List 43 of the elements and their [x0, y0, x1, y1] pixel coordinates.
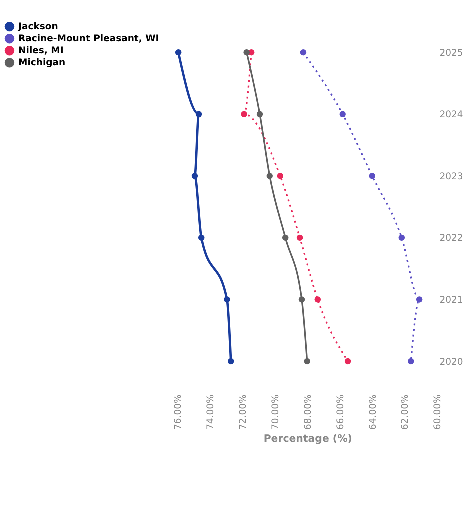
- point: [300, 49, 307, 56]
- point: [398, 234, 406, 242]
- point: [175, 49, 182, 56]
- legend-label: Racine-Mount Pleasant, WI: [18, 34, 160, 45]
- y-tick-label: 2025: [440, 48, 464, 59]
- x-tick-label: 68.00%: [302, 394, 314, 430]
- point: [266, 173, 273, 180]
- point: [198, 234, 205, 242]
- point: [228, 358, 234, 365]
- legend-label: Jackson: [18, 22, 58, 33]
- x-tick-label: 60.00%: [432, 394, 444, 430]
- legend-label: Michigan: [18, 58, 66, 69]
- point: [298, 296, 306, 303]
- point: [304, 358, 310, 365]
- y-tick-label: 2024: [440, 110, 464, 121]
- x-tick-label: 64.00%: [368, 394, 379, 430]
- point: [277, 173, 284, 180]
- point: [192, 173, 198, 180]
- x-tick-label: 72.00%: [238, 394, 250, 430]
- point: [408, 358, 414, 365]
- x-tick-label: 76.00%: [173, 394, 184, 430]
- x-tick-label: 70.00%: [270, 394, 282, 430]
- point: [244, 49, 250, 56]
- point: [282, 234, 289, 242]
- point: [369, 173, 376, 180]
- point: [196, 111, 202, 118]
- point: [241, 111, 248, 118]
- y-tick-label: 2021: [440, 294, 464, 306]
- x-axis-title: Percentage (%): [264, 434, 352, 446]
- y-tick-label: 2020: [440, 356, 464, 368]
- point: [224, 296, 230, 303]
- x-tick-label: 66.00%: [335, 394, 346, 430]
- y-tick-label: 2022: [440, 233, 464, 244]
- y-tick-label: 2023: [440, 171, 464, 182]
- point: [256, 111, 264, 118]
- x-tick-label: 62.00%: [400, 394, 412, 430]
- point: [416, 296, 423, 303]
- point: [296, 234, 304, 242]
- x-tick-label: 74.00%: [206, 394, 217, 430]
- point: [340, 111, 346, 118]
- legend-label: Niles, MI: [18, 46, 64, 57]
- point: [314, 296, 321, 303]
- point: [344, 358, 352, 365]
